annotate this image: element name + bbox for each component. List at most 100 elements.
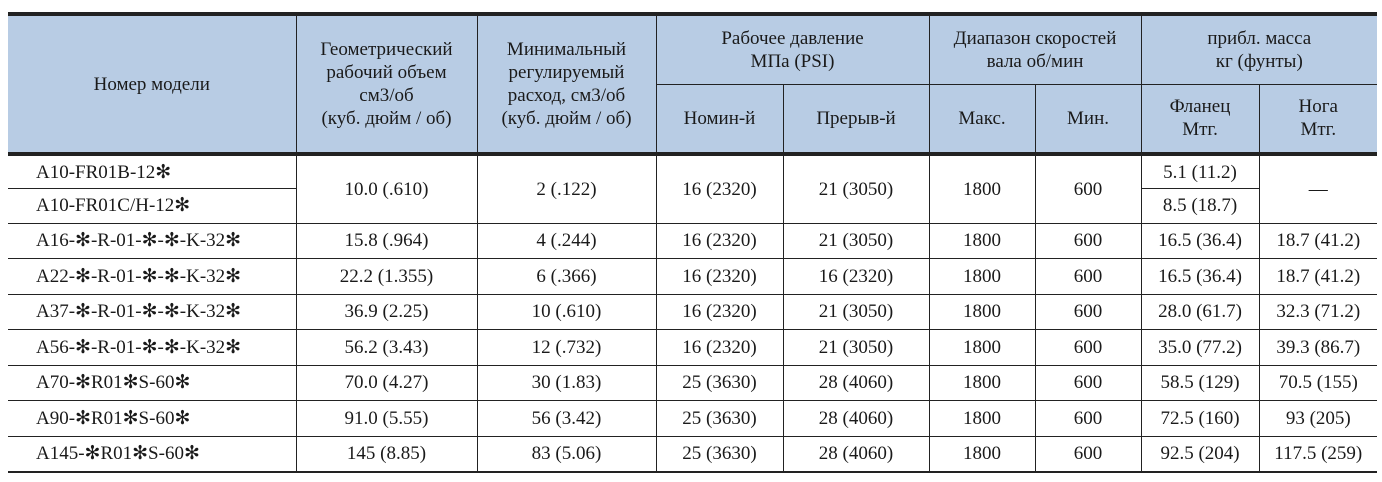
table-row: A37-✻-R-01-✻-✻-K-32✻ 36.9 (2.25) 10 (.610)… [8,293,1378,330]
displacement-cell: 56.2 (3.43) [295,329,478,366]
header-line: (куб. дюйм / об) [501,108,632,129]
header-line: Рабочее давление [721,27,864,49]
header-line: кг (фунты) [1215,50,1303,72]
table-row: A145-✻R01✻S-60✻ 145 (8.85) 83 (5.06) 25 (36… [8,435,1378,473]
flange-mass-cell: 35.0 (77.2) [1140,329,1260,366]
header-line: рабочий объем [326,62,447,83]
intermittent-pressure-cell: 21 (3050) [782,153,930,224]
foot-mass-cell: 93 (205) [1258,400,1378,437]
table-row: A10-FR01B-12✻ 10.0 (.610) 2 (.122) 16 (2… [8,153,1378,224]
header-mass: прибл. масса кг (фунты) [1140,12,1378,85]
header-mass-foot: Нога Мтг. [1258,83,1378,156]
min-flow-cell: 83 (5.06) [476,435,657,473]
nominal-pressure-cell: 16 (2320) [655,329,784,366]
header-line: Нога [1298,96,1338,118]
intermittent-pressure-cell: 21 (3050) [782,329,930,366]
min-flow-cell: 56 (3.42) [476,400,657,437]
nominal-pressure-cell: 25 (3630) [655,400,784,437]
speed-max-cell: 1800 [928,364,1036,401]
min-flow-cell: 12 (.732) [476,329,657,366]
min-flow-cell: 4 (.244) [476,222,657,259]
min-flow-cell: 6 (.366) [476,258,657,295]
header-speed-max: Макс. [928,83,1036,156]
table-row: A22-✻-R-01-✻-✻-K-32✻ 22.2 (1.355) 6 (.366)… [8,258,1378,295]
intermittent-pressure-cell: 16 (2320) [782,258,930,295]
header-line: регулируемый [508,62,625,83]
header-displacement: Геометрический рабочий объем см3/об (куб… [295,12,478,156]
flange-mass-cell: 8.5 (18.7) [1140,188,1260,224]
header-model: Номер модели [8,12,297,156]
model-cell: A90-✻R01✻S-60✻ [8,400,297,437]
speed-min-cell: 600 [1034,293,1142,330]
specifications-table: Номер модели Геометрический рабочий объе… [8,12,1378,473]
speed-min-cell: 600 [1034,435,1142,473]
foot-mass-cell: 18.7 (41.2) [1258,222,1378,259]
model-cell: A37-✻-R-01-✻-✻-K-32✻ [8,293,297,330]
model-cell: A56-✻-R-01-✻-✻-K-32✻ [8,329,297,366]
nominal-pressure-cell: 16 (2320) [655,153,784,224]
displacement-cell: 36.9 (2.25) [295,293,478,330]
nominal-pressure-cell: 16 (2320) [655,222,784,259]
speed-min-cell: 600 [1034,258,1142,295]
header-pressure-nominal: Номин-й [656,83,784,156]
nominal-pressure-cell: 16 (2320) [655,293,784,330]
header-pressure-intermittent: Прерыв-й [782,83,930,156]
header-mass-flange: Фланец Мтг. [1140,83,1260,156]
header-line: Мтг. [1300,119,1337,141]
header-line: расход, см3/об [507,85,626,106]
speed-min-cell: 600 [1034,364,1142,401]
intermittent-pressure-cell: 21 (3050) [782,293,930,330]
header-line: Диапазон скоростей [953,27,1117,49]
model-cell: A10-FR01B-12✻ [8,153,297,189]
flange-mass-cell: 92.5 (204) [1140,435,1260,473]
speed-min-cell: 600 [1034,400,1142,437]
foot-mass-cell: 39.3 (86.7) [1258,329,1378,366]
table-row: A90-✻R01✻S-60✻ 91.0 (5.55) 56 (3.42) 25 (36… [8,400,1378,437]
flange-mass-cell: 5.1 (11.2) [1140,153,1260,189]
displacement-cell: 15.8 (.964) [295,222,478,259]
model-cell: A16-✻-R-01-✻-✻-K-32✻ [8,222,297,259]
table-row: A56-✻-R-01-✻-✻-K-32✻ 56.2 (3.43) 12 (.732)… [8,329,1378,366]
model-cell: A10-FR01C/H-12✻ [8,188,297,224]
nominal-pressure-cell: 16 (2320) [655,258,784,295]
min-flow-cell: 10 (.610) [476,293,657,330]
speed-max-cell: 1800 [928,222,1036,259]
displacement-cell: 70.0 (4.27) [295,364,478,401]
displacement-cell: 145 (8.85) [295,435,478,473]
nominal-pressure-cell: 25 (3630) [655,364,784,401]
displacement-cell: 91.0 (5.55) [295,400,478,437]
table-row: A16-✻-R-01-✻-✻-K-32✻ 15.8 (.964) 4 (.244) 1… [8,222,1378,259]
intermittent-pressure-cell: 21 (3050) [782,222,930,259]
model-cell: A22-✻-R-01-✻-✻-K-32✻ [8,258,297,295]
speed-max-cell: 1800 [928,153,1036,224]
header-line: Геометрический [320,39,453,60]
flange-mass-cell: 58.5 (129) [1140,364,1260,401]
header-line: Фланец [1169,96,1231,118]
flange-mass-cell: 28.0 (61.7) [1140,293,1260,330]
header-line: прибл. масса [1207,27,1312,49]
header-line: Минимальный [506,39,627,60]
speed-min-cell: 600 [1034,153,1142,224]
speed-max-cell: 1800 [928,400,1036,437]
nominal-pressure-cell: 25 (3630) [655,435,784,473]
table-row: A70-✻R01✻S-60✻ 70.0 (4.27) 30 (1.83) 25 (36… [8,364,1378,401]
flange-mass-cell: 16.5 (36.4) [1140,222,1260,259]
foot-mass-cell: 18.7 (41.2) [1258,258,1378,295]
header-line: Мтг. [1182,119,1218,141]
foot-mass-cell: 117.5 (259) [1258,435,1378,473]
header-speed-min: Мин. [1034,83,1142,156]
flange-mass-cell: 16.5 (36.4) [1140,258,1260,295]
speed-max-cell: 1800 [928,329,1036,366]
intermittent-pressure-cell: 28 (4060) [782,364,930,401]
foot-mass-cell: 70.5 (155) [1258,364,1378,401]
header-line: вала об/мин [986,50,1084,72]
foot-mass-cell: 32.3 (71.2) [1258,293,1378,330]
flange-mass-cell: 72.5 (160) [1140,400,1260,437]
header-speed: Диапазон скоростей вала об/мин [928,12,1142,85]
model-cell: A70-✻R01✻S-60✻ [8,364,297,401]
speed-min-cell: 600 [1034,222,1142,259]
header-min-flow: Минимальный регулируемый расход, см3/об … [476,12,657,156]
speed-max-cell: 1800 [928,293,1036,330]
intermittent-pressure-cell: 28 (4060) [782,435,930,473]
intermittent-pressure-cell: 28 (4060) [782,400,930,437]
